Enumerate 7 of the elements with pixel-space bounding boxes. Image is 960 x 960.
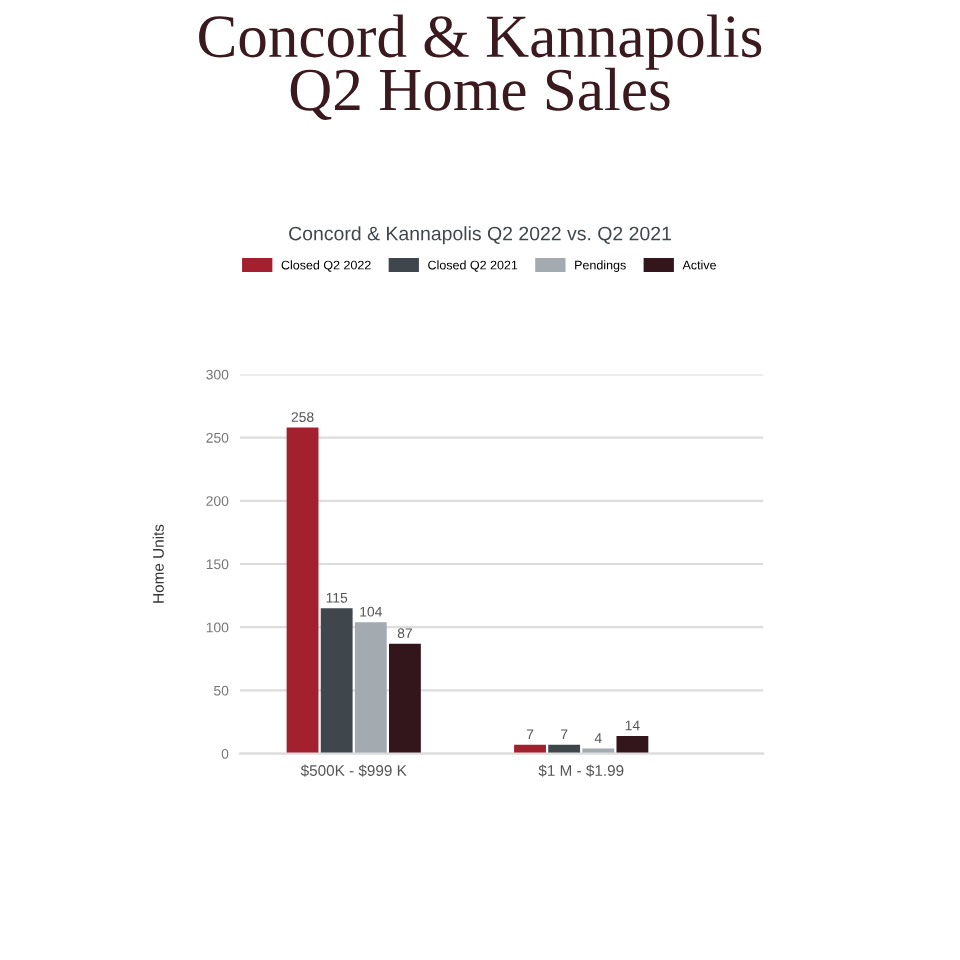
bar (320, 608, 353, 754)
bar (354, 622, 387, 754)
chart-subtitle: Concord & Kannapolis Q2 2022 vs. Q2 2021 (289, 226, 671, 245)
bar (616, 735, 649, 754)
chart-title: Concord & Kannapolis Q2 Home Sales (199, 14, 762, 121)
bar (286, 427, 319, 754)
bar (389, 643, 421, 754)
